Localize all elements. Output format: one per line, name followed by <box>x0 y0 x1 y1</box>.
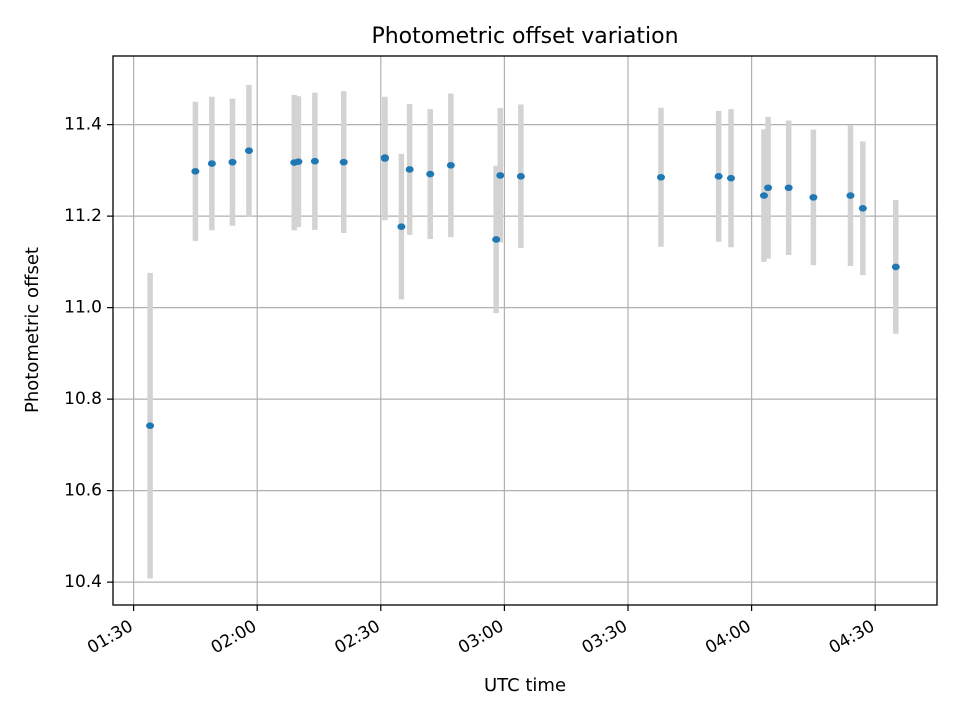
x-axis-label: UTC time <box>484 675 566 696</box>
y-tick-label: 10.6 <box>64 481 102 501</box>
data-point <box>397 223 406 230</box>
data-point <box>191 167 200 175</box>
data-point <box>727 174 735 182</box>
y-axis-label: Photometric offset <box>22 247 43 413</box>
chart-title: Photometric offset variation <box>371 24 678 49</box>
x-tick-label: 01:30 <box>84 616 136 658</box>
data-point <box>492 236 501 243</box>
y-tick-label: 11.0 <box>64 298 102 318</box>
data-point <box>846 192 855 199</box>
data-point <box>784 184 793 192</box>
data-point <box>759 192 768 199</box>
data-point <box>858 205 867 212</box>
y-tick-label: 11.4 <box>64 115 102 135</box>
data-point <box>446 162 455 169</box>
data-point <box>496 172 505 179</box>
x-tick-label: 02:00 <box>208 616 260 658</box>
data-points <box>146 147 900 429</box>
data-point <box>656 173 665 181</box>
data-point <box>380 154 389 161</box>
y-tick-label: 11.2 <box>64 206 102 226</box>
y-tick-label: 10.8 <box>64 389 102 409</box>
data-point <box>244 147 253 155</box>
data-point <box>764 184 773 192</box>
data-point <box>310 157 319 165</box>
data-point <box>339 158 348 166</box>
data-point <box>294 158 303 165</box>
x-tick-label: 03:30 <box>579 616 631 658</box>
plot-frame <box>112 55 938 606</box>
data-point <box>146 422 155 429</box>
x-tick-label: 03:00 <box>455 616 507 658</box>
data-point <box>426 170 435 178</box>
axis-ticks: 01:30 02:00 02:30 03:00 03:30 04:00 04:30 10.4 1… <box>64 115 878 659</box>
x-tick-label: 04:00 <box>702 616 754 658</box>
data-point <box>516 173 525 180</box>
data-point <box>809 194 818 201</box>
data-point <box>228 158 237 166</box>
error-bars <box>147 84 899 579</box>
data-point <box>207 160 216 167</box>
data-point <box>891 263 900 271</box>
y-tick-label: 10.4 <box>64 572 102 592</box>
data-point <box>405 166 414 173</box>
x-tick-label: 04:30 <box>826 616 878 658</box>
x-tick-label: 02:30 <box>331 616 383 658</box>
data-point <box>714 173 723 180</box>
